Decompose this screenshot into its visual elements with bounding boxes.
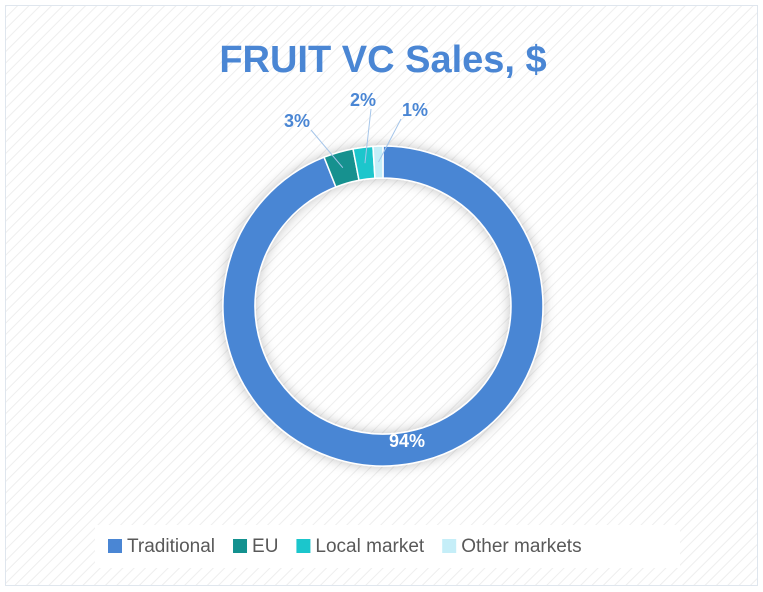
chart-title: FRUIT VC Sales, $ <box>219 39 546 81</box>
legend-swatch <box>296 539 311 553</box>
legend-label: Other markets <box>461 536 581 557</box>
data-label: 3% <box>284 111 310 131</box>
donut-slice <box>372 145 384 180</box>
background-hatch <box>6 6 757 585</box>
data-label: 94% <box>389 431 425 451</box>
leader-line <box>364 108 372 164</box>
legend-box <box>95 525 680 568</box>
data-label: 1% <box>402 100 428 120</box>
legend-swatch <box>108 539 122 553</box>
legend-swatch <box>442 539 457 553</box>
data-label: 2% <box>350 90 376 110</box>
donut-slice <box>222 145 544 467</box>
legend-label: Traditional <box>127 536 215 557</box>
legend-label: Local market <box>315 536 424 557</box>
legend-label: EU <box>252 536 278 557</box>
leader-line <box>378 118 402 163</box>
donut <box>222 145 544 467</box>
leader-line <box>310 129 344 169</box>
legend-swatch <box>233 539 248 553</box>
